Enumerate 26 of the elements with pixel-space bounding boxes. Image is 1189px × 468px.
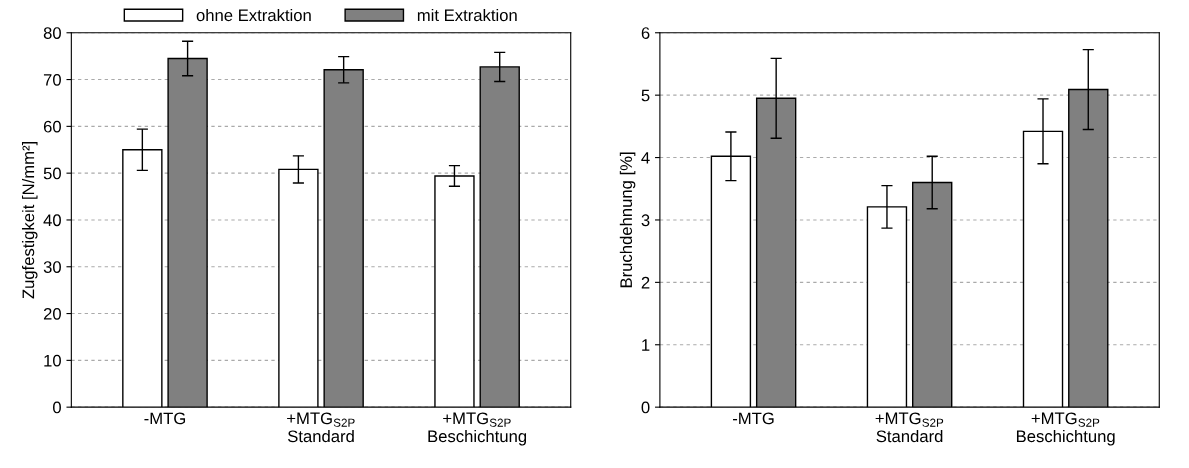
y-tick-label: 80 [43,27,61,39]
x-tick-label: -MTG [732,412,774,425]
y-tick-label: 20 [43,307,61,320]
y-tick-label: 5 [641,89,650,102]
x-tick-label: +MTG$_{S2P}$ Beschichtung [428,412,527,446]
y-tick-label: 0 [641,401,650,414]
y-tick-label: 3 [641,214,650,227]
y-tick-label: 30 [43,261,61,273]
y-axis-title: Zugfestigkeit [N/mm²] [21,141,38,299]
y-axis-title: Bruchdehnung [%] [619,152,636,288]
y-tick-label: 2 [641,276,650,289]
y-tick-label: 10 [44,354,61,367]
y-tick-label: 6 [641,27,650,39]
x-tick-label: +MTG$_{S2P}$ Beschichtung [1016,412,1115,446]
legend-label: ohne Extraktion [196,8,311,22]
legend-label: mit Extraktion [417,8,517,22]
y-tick-label: 0 [53,401,61,414]
y-tick-label: 4 [641,152,650,164]
x-tick-label: +MTG$_{S2P}$ Standard [875,412,944,443]
y-tick-label: 1 [642,339,650,351]
x-tick-label: +MTG$_{S2P}$ Standard [287,412,355,443]
x-tick-label: -MTG [144,412,186,425]
y-tick-label: 70 [43,73,61,86]
y-tick-label: 60 [43,120,61,133]
y-tick-label: 40 [43,214,61,227]
y-tick-label: 50 [43,167,61,180]
